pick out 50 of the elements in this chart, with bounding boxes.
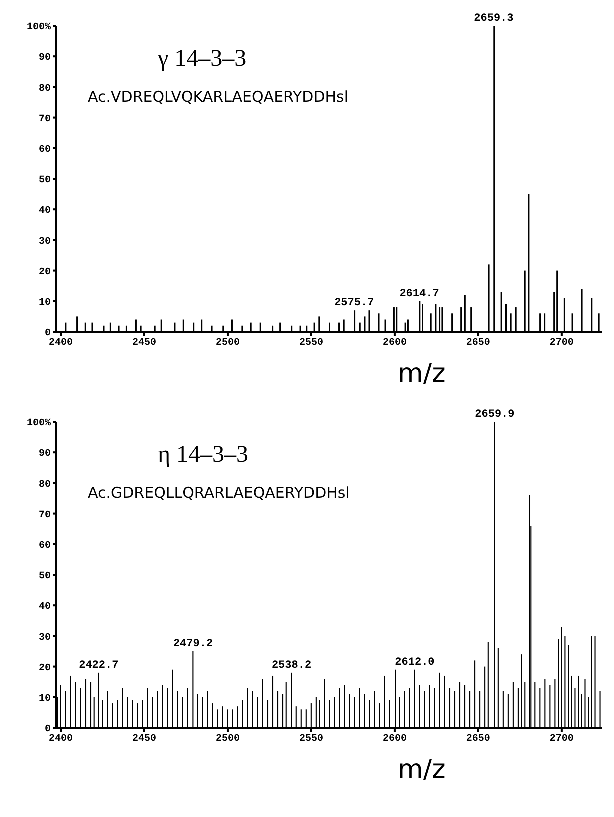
x-tick-label: 2450 bbox=[132, 734, 157, 746]
annotation: 2575.7 bbox=[334, 298, 374, 310]
annotation: 2538.2 bbox=[272, 660, 312, 672]
y-tick-label: 30 bbox=[38, 632, 51, 644]
y-tick-label: 70 bbox=[38, 510, 51, 522]
x-axis-title: m/z bbox=[398, 754, 446, 786]
annotation: 2659.3 bbox=[474, 13, 514, 25]
y-tick-label: 0 bbox=[44, 328, 51, 340]
x-tick-label: 2700 bbox=[550, 734, 574, 746]
x-axis-title: m/z bbox=[398, 358, 446, 390]
text: η 14–3–3 bbox=[158, 442, 249, 469]
x-tick-label: 2650 bbox=[466, 338, 490, 350]
annotation: 2422.7 bbox=[79, 660, 119, 672]
x-tick-label: 2500 bbox=[216, 734, 240, 746]
x-tick-label: 2500 bbox=[216, 338, 240, 350]
y-tick-label: 100% bbox=[26, 22, 51, 34]
y-tick-label: 10 bbox=[38, 694, 51, 705]
x-tick-label: 2700 bbox=[550, 338, 574, 350]
annotation: 2479.2 bbox=[173, 638, 214, 650]
y-tick-label: 30 bbox=[38, 236, 51, 248]
y-tick-label: 50 bbox=[38, 176, 51, 187]
y-tick-label: 60 bbox=[38, 144, 51, 156]
y-tick-label: 60 bbox=[38, 540, 51, 552]
annotation: 2612.0 bbox=[395, 656, 435, 669]
y-tick-label: 80 bbox=[38, 480, 51, 491]
x-tick-label: 2600 bbox=[382, 734, 407, 746]
y-tick-label: 10 bbox=[38, 298, 51, 309]
text: Ac.GDREQLLQRARLAEQAERYDDHsl bbox=[88, 484, 350, 502]
x-tick-label: 2550 bbox=[299, 338, 324, 350]
y-tick-label: 90 bbox=[38, 449, 51, 460]
y-tick-label: 0 bbox=[44, 724, 51, 736]
annotation: 2659.9 bbox=[475, 409, 515, 421]
y-tick-label: 80 bbox=[38, 84, 51, 95]
y-tick-label: 100% bbox=[26, 418, 51, 430]
text: γ 14–3–3 bbox=[158, 46, 247, 73]
x-tick-label: 2400 bbox=[49, 338, 74, 350]
y-tick-label: 20 bbox=[38, 663, 51, 674]
y-tick-label: 70 bbox=[38, 114, 51, 126]
x-tick-label: 2550 bbox=[299, 734, 324, 746]
text: Ac.VDREQLVQKARLAEQAERYDDHsl bbox=[88, 88, 349, 106]
y-tick-label: 20 bbox=[38, 267, 51, 278]
annotation: 2614.7 bbox=[400, 288, 440, 300]
x-tick-label: 2650 bbox=[466, 734, 490, 746]
y-tick-label: 40 bbox=[38, 602, 51, 614]
y-tick-label: 40 bbox=[38, 206, 51, 218]
y-tick-label: 90 bbox=[38, 53, 51, 64]
x-tick-label: 2450 bbox=[132, 338, 157, 350]
x-tick-label: 2600 bbox=[382, 338, 407, 350]
y-tick-label: 50 bbox=[38, 572, 51, 583]
x-tick-label: 2400 bbox=[49, 734, 74, 746]
